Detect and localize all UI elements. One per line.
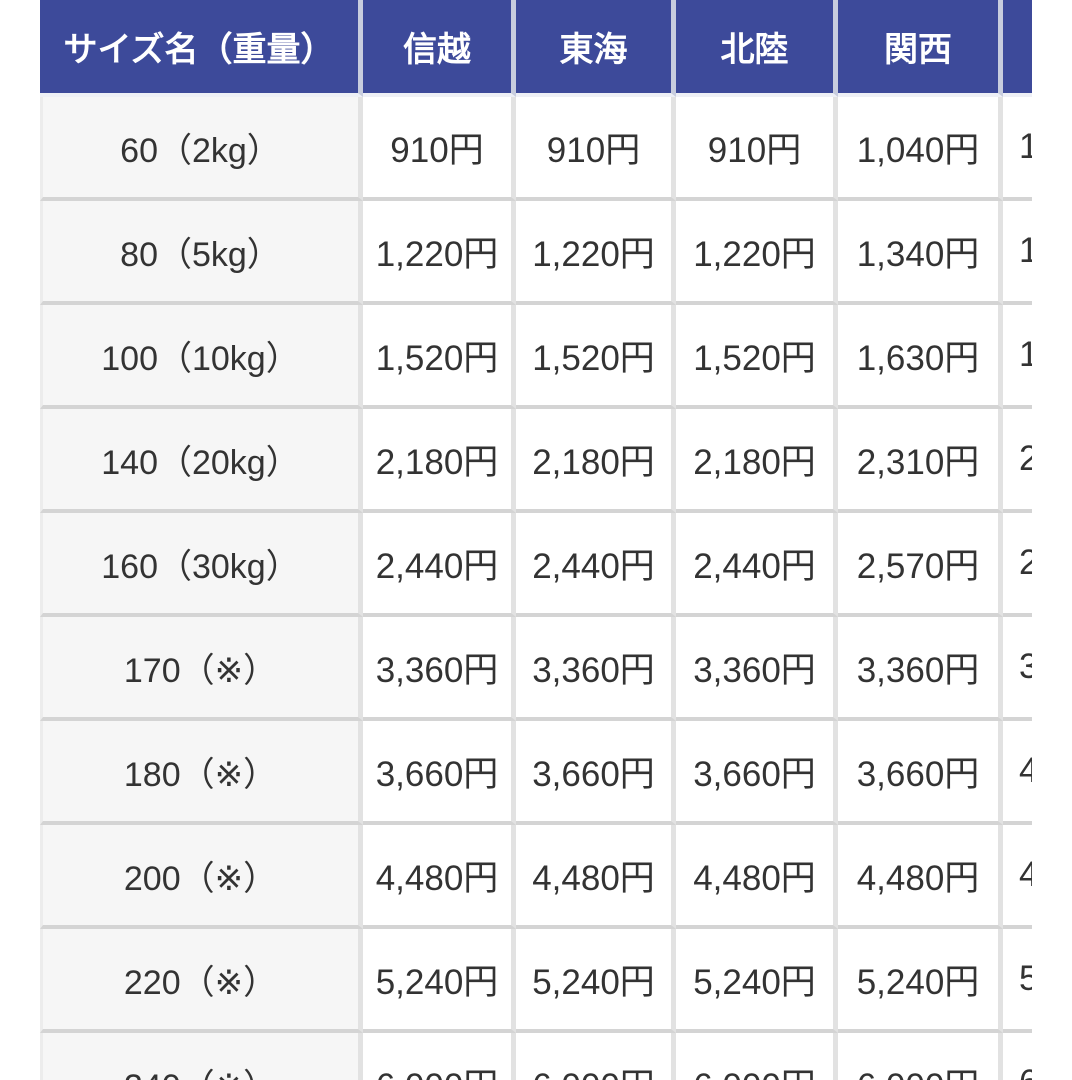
table-row-size-100: 100（10kg） 1,520円 1,520円 1,520円 1,630円 1 — [40, 305, 1032, 409]
table-row-size-140: 140（20kg） 2,180円 2,180円 2,180円 2,310円 2 — [40, 409, 1032, 513]
size-cell: 200（※） — [40, 825, 363, 929]
price-cell-kansai: 1,340円 — [838, 201, 1003, 305]
price-cell-clipped: 6 — [1003, 1033, 1032, 1080]
price-cell-tokai: 1,520円 — [516, 305, 676, 409]
table-row-size-170: 170（※） 3,360円 3,360円 3,360円 3,360円 3 — [40, 617, 1032, 721]
price-cell-clipped: 3 — [1003, 617, 1032, 721]
price-cell-kansai: 1,040円 — [838, 97, 1003, 201]
price-cell-kansai: 4,480円 — [838, 825, 1003, 929]
price-cell-clipped: 1 — [1003, 305, 1032, 409]
table-row-size-240-partial: 240（※） 6,000円 6,000円 6,000円 6,000円 6 — [40, 1033, 1032, 1080]
region-header-clipped — [1003, 0, 1032, 97]
size-cell: 80（5kg） — [40, 201, 363, 305]
region-header-tokai: 東海 — [516, 0, 676, 97]
price-cell-tokai: 6,000円 — [516, 1033, 676, 1080]
price-cell-clipped: 2 — [1003, 513, 1032, 617]
size-cell: 160（30kg） — [40, 513, 363, 617]
price-cell-tokai: 2,180円 — [516, 409, 676, 513]
table-row-size-200: 200（※） 4,480円 4,480円 4,480円 4,480円 4 — [40, 825, 1032, 929]
price-cell-clipped: 1 — [1003, 97, 1032, 201]
price-cell-hokuriku: 6,000円 — [676, 1033, 838, 1080]
price-cell-tokai: 3,660円 — [516, 721, 676, 825]
price-cell-hokuriku: 2,440円 — [676, 513, 838, 617]
price-cell-shinetsu: 910円 — [363, 97, 516, 201]
price-cell-tokai: 5,240円 — [516, 929, 676, 1033]
table-row-size-60: 60（2kg） 910円 910円 910円 1,040円 1 — [40, 97, 1032, 201]
size-cell: 140（20kg） — [40, 409, 363, 513]
price-cell-hokuriku: 5,240円 — [676, 929, 838, 1033]
size-cell: 170（※） — [40, 617, 363, 721]
size-cell: 60（2kg） — [40, 97, 363, 201]
price-cell-hokuriku: 910円 — [676, 97, 838, 201]
price-cell-hokuriku: 1,520円 — [676, 305, 838, 409]
price-cell-hokuriku: 4,480円 — [676, 825, 838, 929]
price-cell-clipped: 4 — [1003, 721, 1032, 825]
price-cell-hokuriku: 3,360円 — [676, 617, 838, 721]
region-header-shinetsu: 信越 — [363, 0, 516, 97]
price-cell-shinetsu: 2,180円 — [363, 409, 516, 513]
table-row-size-80: 80（5kg） 1,220円 1,220円 1,220円 1,340円 1 — [40, 201, 1032, 305]
size-cell: 220（※） — [40, 929, 363, 1033]
price-cell-tokai: 2,440円 — [516, 513, 676, 617]
region-header-kansai: 関西 — [838, 0, 1003, 97]
price-cell-shinetsu: 3,360円 — [363, 617, 516, 721]
price-cell-tokai: 1,220円 — [516, 201, 676, 305]
region-header-hokuriku: 北陸 — [676, 0, 838, 97]
price-cell-hokuriku: 1,220円 — [676, 201, 838, 305]
price-cell-kansai: 1,630円 — [838, 305, 1003, 409]
price-cell-kansai: 5,240円 — [838, 929, 1003, 1033]
price-cell-hokuriku: 3,660円 — [676, 721, 838, 825]
size-cell: 100（10kg） — [40, 305, 363, 409]
price-cell-shinetsu: 4,480円 — [363, 825, 516, 929]
table-scroll-clip: サイズ名（重量） 信越 東海 北陸 関西 60（2kg） 910円 910円 9… — [40, 0, 1032, 1080]
price-cell-shinetsu: 3,660円 — [363, 721, 516, 825]
price-cell-clipped: 2 — [1003, 409, 1032, 513]
price-cell-shinetsu: 2,440円 — [363, 513, 516, 617]
price-cell-clipped: 1 — [1003, 201, 1032, 305]
table-row-size-180: 180（※） 3,660円 3,660円 3,660円 3,660円 4 — [40, 721, 1032, 825]
price-cell-hokuriku: 2,180円 — [676, 409, 838, 513]
size-cell: 180（※） — [40, 721, 363, 825]
header-row: サイズ名（重量） 信越 東海 北陸 関西 — [40, 0, 1032, 97]
price-cell-shinetsu: 1,520円 — [363, 305, 516, 409]
table-row-size-160: 160（30kg） 2,440円 2,440円 2,440円 2,570円 2 — [40, 513, 1032, 617]
size-cell: 240（※） — [40, 1033, 363, 1080]
price-cell-clipped: 5 — [1003, 929, 1032, 1033]
size-column-header: サイズ名（重量） — [40, 0, 363, 97]
price-cell-kansai: 2,310円 — [838, 409, 1003, 513]
price-cell-shinetsu: 6,000円 — [363, 1033, 516, 1080]
price-cell-kansai: 6,000円 — [838, 1033, 1003, 1080]
price-cell-tokai: 3,360円 — [516, 617, 676, 721]
price-cell-kansai: 3,660円 — [838, 721, 1003, 825]
price-cell-kansai: 3,360円 — [838, 617, 1003, 721]
price-cell-shinetsu: 1,220円 — [363, 201, 516, 305]
price-cell-clipped: 4 — [1003, 825, 1032, 929]
price-cell-tokai: 4,480円 — [516, 825, 676, 929]
price-cell-tokai: 910円 — [516, 97, 676, 201]
shipping-rate-table: サイズ名（重量） 信越 東海 北陸 関西 60（2kg） 910円 910円 9… — [40, 0, 1032, 1080]
price-cell-kansai: 2,570円 — [838, 513, 1003, 617]
table-row-size-220: 220（※） 5,240円 5,240円 5,240円 5,240円 5 — [40, 929, 1032, 1033]
price-cell-shinetsu: 5,240円 — [363, 929, 516, 1033]
